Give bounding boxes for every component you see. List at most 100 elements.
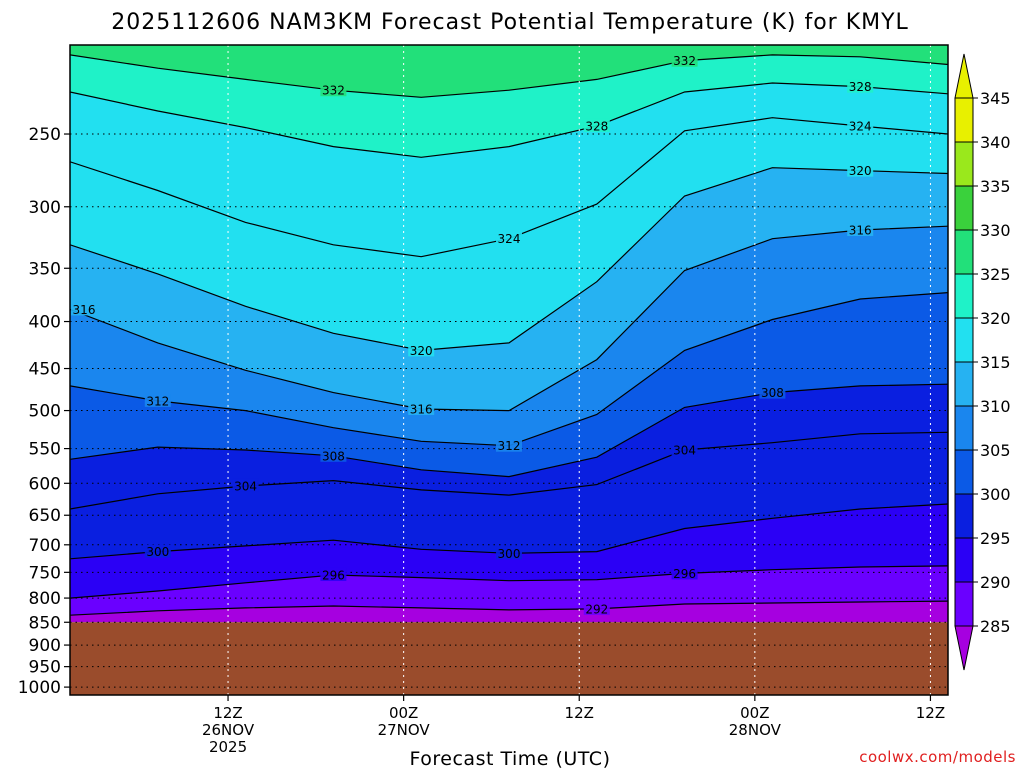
isentrope-line	[70, 600, 948, 616]
colorbar-swatch	[954, 537, 974, 583]
y-tick-label: 400	[29, 313, 61, 333]
contour-label-bg	[847, 163, 874, 177]
contour-label: 328	[585, 119, 608, 133]
x-tick-label: 2025	[209, 738, 247, 756]
chart-title: 2025112606 NAM3KM Forecast Potential Tem…	[111, 10, 909, 35]
colorbar-label: 310	[980, 397, 1011, 416]
y-tick-label: 600	[29, 474, 61, 494]
y-tick-label: 750	[29, 563, 61, 583]
colorbar-cap-top	[954, 53, 974, 99]
contour-label-bg	[847, 223, 874, 237]
contour-label: 316	[849, 224, 872, 238]
colorbar-label: 345	[980, 89, 1011, 108]
theta-field	[70, 45, 948, 623]
y-tick-label: 900	[29, 636, 61, 656]
y-tick-label: 500	[29, 402, 61, 422]
y-tick-label: 950	[29, 658, 61, 678]
contour-label: 332	[322, 84, 345, 98]
y-tick-label: 700	[29, 536, 61, 556]
contour-label-bg	[847, 79, 874, 93]
contour-label: 296	[673, 567, 696, 581]
contour-label: 320	[410, 344, 433, 358]
theta-band	[70, 83, 948, 257]
colorbar-swatch	[954, 449, 974, 495]
theta-band	[70, 54, 948, 158]
y-tick-label: 800	[29, 589, 61, 609]
y-tick-label: 850	[29, 613, 61, 633]
colorbar: 285 290 295 300 305 310 315 320 325 330 335 340 345	[954, 53, 1011, 671]
theta-band	[70, 226, 948, 446]
contour-label: 300	[498, 547, 521, 561]
contour-label: 332	[673, 54, 696, 68]
colorbar-label: 330	[980, 221, 1011, 240]
contour-label: 304	[673, 444, 696, 458]
colorbar-swatch	[954, 493, 974, 539]
contour-label-bg	[671, 566, 698, 580]
contour-label-bg	[320, 567, 347, 581]
isentrope-line	[70, 431, 948, 510]
isentrope-line	[70, 54, 948, 98]
isentrope-line	[70, 383, 948, 478]
x-tick-label: 00Z	[740, 704, 769, 722]
ground-below-surface	[70, 622, 948, 695]
y-tick-label: 650	[29, 506, 61, 526]
colorbar-swatch	[954, 185, 974, 231]
contour-label-bg	[408, 343, 435, 357]
contour-label-bg	[320, 83, 347, 97]
colorbar-label: 320	[980, 309, 1011, 328]
contour-label: 308	[322, 449, 345, 463]
x-tick-label: 26NOV	[202, 721, 255, 739]
contour-label-bg	[583, 118, 610, 132]
contour-label: 324	[849, 119, 872, 133]
colorbar-swatch	[954, 317, 974, 363]
x-tick-label: 28NOV	[729, 721, 782, 739]
contour-label-bg	[496, 546, 522, 560]
colorbar-label: 305	[980, 441, 1011, 460]
contour-label: 328	[849, 80, 872, 94]
colorbar-label: 290	[980, 573, 1011, 592]
contour-label-bg	[496, 231, 522, 245]
theta-band	[70, 117, 948, 351]
grid	[70, 45, 948, 695]
colorbar-label: 325	[980, 265, 1011, 284]
colorbar-swatch	[954, 273, 974, 319]
colorbar-label: 285	[980, 617, 1011, 636]
colorbar-cap-bottom	[954, 625, 974, 671]
contour-label-bg	[320, 448, 347, 462]
contour-label-bg	[847, 118, 874, 132]
x-tick-label: 27NOV	[378, 721, 431, 739]
y-tick-label: 300	[29, 198, 61, 218]
colorbar-label: 315	[980, 353, 1011, 372]
y-axis: 250 300 350 400 450 500 550 600 650 700 750 800 850 9…	[18, 125, 70, 698]
contour-label: 316	[73, 303, 96, 317]
contour-label-bg	[144, 393, 171, 407]
plot-frame	[69, 44, 949, 696]
contour-label: 312	[498, 439, 521, 453]
theta-band	[70, 167, 948, 411]
contour-label-bg	[671, 53, 698, 67]
contour-label-bg	[71, 302, 97, 316]
theta-band	[70, 384, 948, 509]
contour-label: 308	[761, 386, 784, 400]
x-tick-label: 00Z	[389, 704, 418, 722]
contour-label: 320	[849, 164, 872, 178]
y-tick-label: 250	[29, 125, 61, 145]
contour-label: 316	[410, 402, 433, 416]
theta-band	[70, 292, 948, 477]
contour-label: 304	[234, 479, 257, 493]
isentrope-line	[70, 565, 948, 599]
contour-label-bg	[583, 601, 610, 615]
contour-label: 312	[146, 394, 169, 408]
colorbar-swatch	[954, 405, 974, 451]
x-tick-label: 12Z	[565, 704, 594, 722]
contour-label-bg	[496, 438, 522, 452]
x-tick-label: 12Z	[916, 704, 945, 722]
contour-label: 324	[498, 232, 521, 246]
colorbar-label: 300	[980, 485, 1011, 504]
theta-band	[70, 601, 948, 623]
y-tick-label: 550	[29, 440, 61, 460]
contour-label-bg	[232, 478, 259, 492]
contour-labels: 332 332 328 328 324 324 320 320 316 316 316 312 312 3…	[71, 53, 874, 616]
